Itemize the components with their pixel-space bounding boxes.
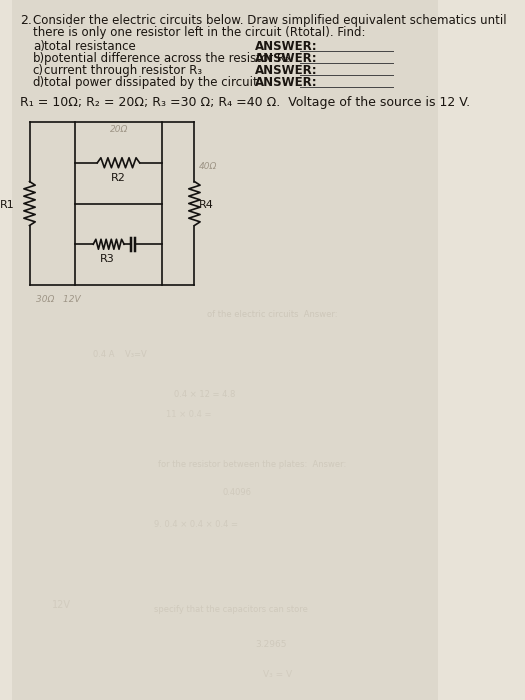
Text: R₁ = 10Ω; R₂ = 20Ω; R₃ =30 Ω; R₄ =40 Ω.  Voltage of the source is 12 V.: R₁ = 10Ω; R₂ = 20Ω; R₃ =30 Ω; R₄ =40 Ω. … [20,96,470,109]
Text: 3.2965: 3.2965 [255,640,287,649]
Text: 11 × 0.4 =: 11 × 0.4 = [166,410,212,419]
Text: specify that the capacitors can store: specify that the capacitors can store [154,605,308,614]
Text: of the electric circuits  Answer:: of the electric circuits Answer: [207,310,337,319]
Text: R1: R1 [0,200,15,211]
Text: a): a) [33,40,45,53]
Text: 0.4096: 0.4096 [223,488,252,497]
Text: 20Ω: 20Ω [110,125,129,134]
Text: V₃ = V: V₃ = V [264,670,292,679]
Text: b): b) [33,52,45,65]
Text: R3: R3 [100,254,114,264]
Text: ANSWER:: ANSWER: [255,52,318,65]
Text: c): c) [33,64,44,77]
Text: Consider the electric circuits below. Draw simplified equivalent schematics unti: Consider the electric circuits below. Dr… [33,14,507,27]
Text: d): d) [33,76,45,89]
Text: 12V: 12V [52,600,71,610]
Text: ANSWER:: ANSWER: [255,64,318,77]
Text: total resistance: total resistance [44,40,136,53]
Text: ANSWER:: ANSWER: [255,40,318,53]
Text: current through resistor R₃: current through resistor R₃ [44,64,202,77]
Text: R4: R4 [198,200,213,211]
Text: total power dissipated by the circuit: total power dissipated by the circuit [44,76,258,89]
Text: R2: R2 [111,173,126,183]
Text: 40Ω: 40Ω [198,162,217,171]
Text: ANSWER:: ANSWER: [255,76,318,89]
Text: 9. 0.4 × 0.4 × 0.4 =: 9. 0.4 × 0.4 × 0.4 = [154,520,238,529]
Text: there is only one resistor left in the circuit (Rtotal). Find:: there is only one resistor left in the c… [33,26,365,39]
Text: potential difference across the resistor R₂: potential difference across the resistor… [44,52,290,65]
Text: for the resistor between the plates:  Answer:: for the resistor between the plates: Ans… [158,460,346,469]
Text: 2.: 2. [20,14,32,27]
Text: 0.4 × 12 = 4.8: 0.4 × 12 = 4.8 [174,390,236,399]
Text: 0.4 A    V₃=V: 0.4 A V₃=V [93,350,146,359]
Text: 30Ω   12V: 30Ω 12V [36,295,81,304]
